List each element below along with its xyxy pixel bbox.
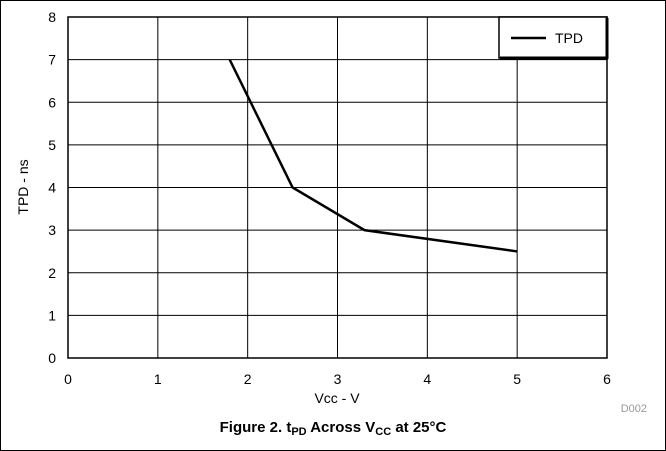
y-axis-label: TPD - ns [15,159,31,214]
x-axis-label: Vcc - V [314,390,360,406]
y-tick-label: 5 [48,137,56,153]
x-tick-label: 5 [513,371,521,387]
gridlines [68,17,607,358]
figure-id: D002 [621,403,647,415]
figure-caption: Figure 2. tPD Across VCC at 25°C [0,419,666,438]
caption-middle: Across V [306,419,376,436]
legend: TPD [498,16,609,60]
y-tick-label: 8 [48,9,56,25]
y-tick-label: 3 [48,222,56,238]
x-tick-label: 2 [244,371,252,387]
caption-suffix: at 25°C [391,419,447,436]
y-tick-label: 7 [48,52,56,68]
y-tick-label: 0 [48,350,56,366]
x-tick-label: 0 [64,371,72,387]
y-tick-label: 4 [48,180,56,196]
caption-sub-pd: PD [291,426,307,438]
series-line-tpd [228,59,518,253]
caption-prefix: Figure 2. t [219,419,292,436]
y-tick-label: 6 [48,94,56,110]
legend-label-tpd: TPD [555,30,583,46]
x-tick-label: 1 [154,371,162,387]
plot-border [67,16,608,359]
y-tick-label: 1 [48,307,56,323]
x-tick-label: 3 [334,371,342,387]
caption-sub-cc: CC [375,426,392,438]
x-tick-label: 4 [423,371,431,387]
series-layer [228,59,518,253]
y-tick-label: 2 [48,265,56,281]
x-tick-label: 6 [603,371,611,387]
tick-labels: 0 1 2 3 4 5 6 0 1 2 3 4 5 6 7 8 [48,9,611,387]
